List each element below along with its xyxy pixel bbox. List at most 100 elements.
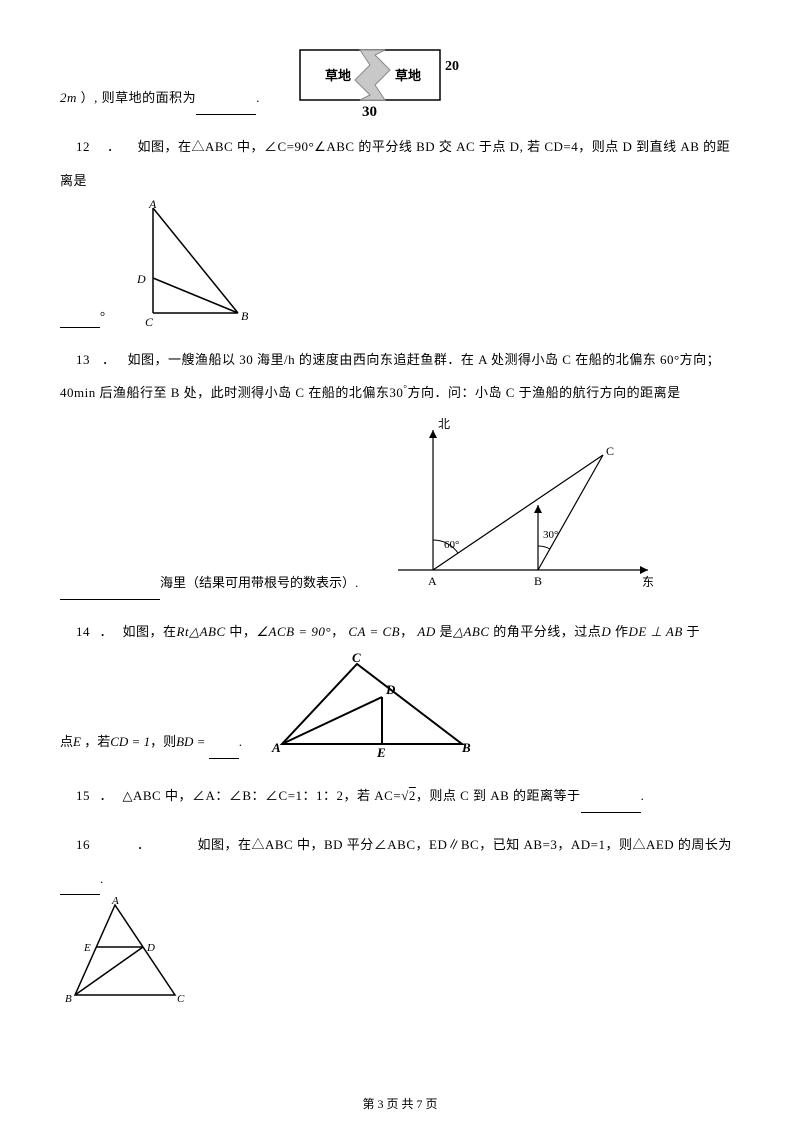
grass-20: 20 (445, 59, 459, 74)
q14-m3: 的角平分线，过点 (493, 624, 601, 639)
q16-blank (60, 881, 100, 895)
q15-blank (581, 799, 641, 813)
q12-line: 12 ． 如图，在△ABC 中，∠C=90°∠ABC 的平分线 BD 交 AC … (60, 130, 740, 198)
svg-text:C: C (145, 315, 154, 328)
q14-pre: 如图，在 (123, 624, 177, 639)
q14-ad: AD (417, 624, 435, 639)
q14-dot: ． (94, 615, 119, 649)
svg-text:C: C (352, 650, 361, 665)
q14-line1: 14 ． 如图，在Rt△ABC 中，∠ACB = 90°， CA = CB， A… (60, 615, 740, 649)
q11-prefix: 2m ）, 则草地的面积为. (60, 81, 260, 115)
footer-mid: 页 共 (383, 1097, 416, 1111)
svg-text:A: A (271, 740, 281, 755)
grass-left-label: 草地 (325, 68, 351, 83)
q12-num: 12 (60, 130, 90, 164)
q13-fig-row: 海里（结果可用带根号的数表示）. 北 东 A B C 60° 30° (60, 410, 740, 600)
svg-text:东: 东 (642, 575, 654, 589)
q13-text1: 如图，一艘渔船以 30 海里/h 的速度由西向东追赶鱼群．在 A 处测得小岛 C… (128, 352, 721, 367)
q16-num: 16 (60, 828, 90, 862)
q13-deg: 30° (389, 385, 407, 400)
q13-line2: 40min 后渔船行至 B 处，此时测得小岛 C 在船的北偏东30°方向．问：小… (60, 376, 740, 410)
svg-text:30°: 30° (543, 529, 558, 541)
q14-figure: A B C D E (262, 649, 482, 759)
q14-l2p: 点 (60, 734, 73, 749)
q12-fig-row: 。 A D C B (60, 198, 740, 328)
q14-rt: Rt△ABC (177, 624, 226, 639)
q15-post: ，则点 C 到 AB 的距离等于 (416, 788, 581, 803)
q13-num: 13 (60, 343, 90, 377)
q12-figure: A D C B (123, 198, 263, 328)
q16-figure: A B C D E (60, 895, 740, 1010)
svg-text:B: B (241, 309, 249, 323)
q11-2: 2 (60, 90, 67, 105)
q14-fig-row: 点E ，若CD = 1，则BD = . A B C D E (60, 649, 740, 759)
grass-svg: 草地 草地 20 30 (290, 40, 470, 120)
q12-period: 。 (100, 294, 113, 328)
svg-text:C: C (177, 993, 185, 1005)
q14-eq2: CA = CB (348, 624, 400, 639)
q12-blank (60, 314, 100, 328)
q14-bd: BD = (176, 734, 205, 749)
q13-svg: 北 东 A B C 60° 30° (378, 410, 668, 600)
q13-text2b: 方向．问：小岛 C 于渔船的航行方向的距离是 (407, 385, 680, 400)
svg-text:E: E (83, 942, 91, 954)
svg-text:E: E (376, 745, 386, 759)
q15-dot: ． (94, 779, 119, 813)
q12-dot: ． (94, 130, 134, 164)
q16-text: 如图，在△ABC 中，BD 平分∠ABC，ED∥BC，已知 AB=3，AD=1，… (198, 837, 732, 852)
q14-num: 14 (60, 615, 90, 649)
q11-blank (196, 101, 256, 115)
q14-m4: 作 (615, 624, 629, 639)
q16-suf: . (100, 871, 104, 886)
svg-text:B: B (65, 993, 72, 1005)
svg-text:60°: 60° (444, 539, 459, 551)
grass-right-label: 草地 (395, 68, 421, 83)
footer-post: 页 (423, 1097, 438, 1111)
q16-dot: ． (94, 828, 194, 862)
footer-pre: 第 (362, 1097, 377, 1111)
q15-sqrt: √2 (401, 788, 416, 803)
q14-e: E (73, 734, 81, 749)
q14-eq1: ∠ACB = 90° (256, 624, 331, 639)
page-footer: 第 3 页 共 7 页 (0, 1095, 800, 1112)
q11-text: ）, 则草地的面积为 (81, 90, 197, 105)
q13-blank (60, 586, 160, 600)
q14-l2m: ，若 (84, 734, 110, 749)
q14-c1: ， (331, 624, 345, 639)
grass-30: 30 (362, 104, 377, 120)
svg-text:北: 北 (438, 417, 450, 431)
q14-m5: 于 (687, 624, 701, 639)
svg-text:D: D (385, 682, 396, 697)
q15-suf: . (641, 788, 645, 803)
q14-l2m2: ，则 (150, 734, 176, 749)
q16-svg: A B C D E (60, 895, 200, 1010)
q14-d: D (601, 624, 611, 639)
svg-text:B: B (534, 574, 542, 588)
svg-text:A: A (148, 198, 157, 211)
q11-row: 2m ）, 则草地的面积为. 草地 草地 20 30 (60, 40, 740, 115)
q14-m1: 中， (229, 624, 256, 639)
q14-cd: CD = 1 (110, 734, 150, 749)
q14-c2: ， (400, 624, 414, 639)
q15-line: 15 ． △ABC 中，∠A：∠B：∠C=1：1：2，若 AC=√2，则点 C … (60, 779, 740, 813)
svg-text:D: D (136, 272, 146, 286)
q14-deab: DE ⊥ AB (628, 624, 682, 639)
svg-text:D: D (146, 942, 155, 954)
grass-figure: 草地 草地 20 30 (290, 40, 470, 120)
q14-blank (209, 745, 239, 759)
q13-figure: 北 东 A B C 60° 30° (378, 410, 668, 600)
q13-dot: ． (94, 343, 124, 377)
svg-text:B: B (461, 740, 471, 755)
q12-text: 如图，在△ABC 中，∠C=90°∠ABC 的平分线 BD 交 AC 于点 D,… (60, 139, 730, 188)
q13-text2a: 40min 后渔船行至 B 处，此时测得小岛 C 在船的北偏东 (60, 385, 389, 400)
q14-suf: . (239, 734, 242, 749)
q14-line2-left: 点E ，若CD = 1，则BD = . (60, 725, 242, 759)
q13-text3: 海里（结果可用带根号的数表示）. (160, 566, 358, 600)
q11-dot: . (256, 90, 260, 105)
q14-m2: 是 (439, 624, 453, 639)
q12-svg: A D C B (123, 198, 263, 328)
q11-unit: m (67, 90, 77, 105)
q13-line1: 13 ． 如图，一艘渔船以 30 海里/h 的速度由西向东追赶鱼群．在 A 处测… (60, 343, 740, 377)
q15-pre: △ABC 中，∠A：∠B：∠C=1：1：2，若 AC= (123, 788, 402, 803)
svg-text:A: A (111, 895, 119, 907)
